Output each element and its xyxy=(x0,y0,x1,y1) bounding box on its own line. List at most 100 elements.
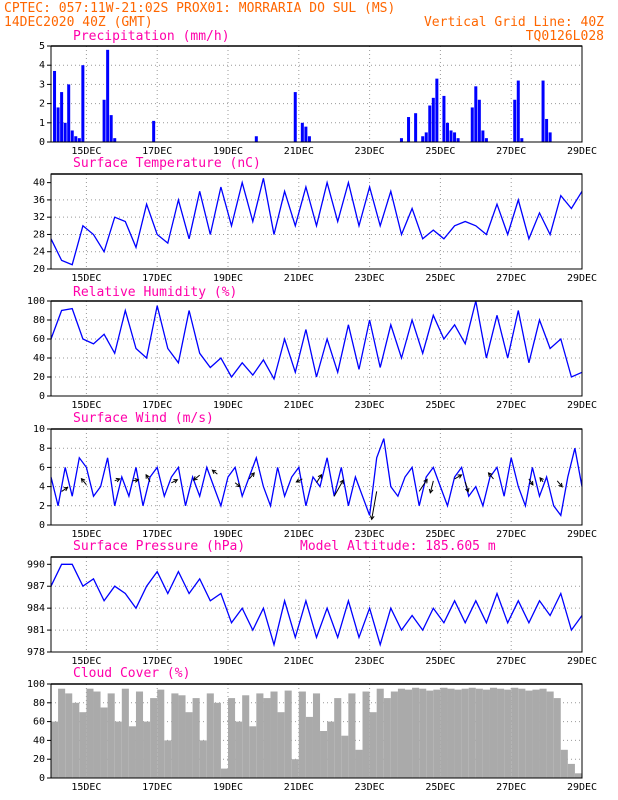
y-tick-label: 2 xyxy=(39,99,45,110)
precip-bar xyxy=(477,99,481,142)
cloud-bar xyxy=(121,688,129,778)
cloud-bar xyxy=(86,688,94,778)
cloud-bar xyxy=(440,687,448,778)
y-tick-label: 40 xyxy=(33,735,45,746)
x-tick-label: 15DEC xyxy=(71,656,101,667)
cloud-bar xyxy=(135,691,144,778)
precip-bar xyxy=(435,78,439,142)
panel-title: Precipitation (mm/h) xyxy=(73,29,230,44)
y-tick-label: 24 xyxy=(33,247,45,258)
cloud-bar xyxy=(376,688,384,778)
precip-bar xyxy=(456,138,460,142)
cloud-bar xyxy=(397,688,405,778)
cloud-bar xyxy=(298,691,306,778)
cloud-bar xyxy=(560,749,568,778)
x-tick-label: 19DEC xyxy=(213,656,243,667)
wind-arrowhead xyxy=(145,473,150,479)
y-tick-label: 20 xyxy=(33,754,45,765)
cloud-bar xyxy=(497,688,505,778)
wind-vector xyxy=(248,472,255,480)
wind-arrowhead xyxy=(487,472,493,477)
wind-vector xyxy=(234,482,241,488)
precip-bar xyxy=(520,138,524,142)
x-tick-label: 17DEC xyxy=(142,146,172,157)
y-tick-label: 60 xyxy=(33,334,45,345)
wind-vector xyxy=(145,474,151,483)
precip-bar xyxy=(293,92,297,142)
precip-bar xyxy=(516,80,520,142)
y-tick-label: 4 xyxy=(39,482,45,493)
cloud-bar xyxy=(327,721,335,778)
wind-vector xyxy=(454,474,462,480)
wind-vector xyxy=(193,474,201,481)
precip-bar xyxy=(548,132,552,142)
x-tick-label: 29DEC xyxy=(567,782,597,793)
x-tick-label: 23DEC xyxy=(355,400,385,411)
plot-frame xyxy=(50,428,583,526)
cloud-bar xyxy=(72,702,80,778)
cloud-bar xyxy=(100,707,108,778)
wind-arrowhead xyxy=(250,472,255,477)
x-tick-label: 25DEC xyxy=(425,273,455,284)
cloud-bar xyxy=(518,688,526,778)
header-model-code: TQ0126L028 xyxy=(526,29,604,44)
precip-bar xyxy=(399,138,403,142)
cloud-bar xyxy=(482,689,490,778)
wind-arrowhead xyxy=(423,478,428,484)
x-tick-label: 27DEC xyxy=(496,146,526,157)
cloud-bar xyxy=(291,759,299,778)
wind-arrowhead xyxy=(339,479,344,485)
y-tick-label: 80 xyxy=(33,315,45,326)
cloud-bar xyxy=(284,690,292,778)
x-tick-label: 15DEC xyxy=(71,146,101,157)
cloud-bar xyxy=(334,698,342,778)
cloud-bar xyxy=(164,740,172,778)
y-tick-label: 2 xyxy=(39,501,45,512)
precip-bar xyxy=(442,95,446,142)
y-tick-label: 36 xyxy=(33,195,45,206)
x-tick-label: 29DEC xyxy=(567,146,597,157)
x-tick-label: 29DEC xyxy=(567,529,597,540)
pressure-panel: Surface Pressure (hPa) Model Altitude: 1… xyxy=(27,539,597,667)
cloud-bar xyxy=(539,688,547,778)
x-tick-label: 27DEC xyxy=(496,529,526,540)
x-tick-label: 19DEC xyxy=(213,273,243,284)
cloud-bar xyxy=(426,690,434,778)
cloud-bar xyxy=(242,695,250,778)
wind-vector xyxy=(212,469,218,475)
precipitation-panel: Precipitation (mm/h) 0 1 2 3 4 5 15DEC 17DEC 19D… xyxy=(39,29,597,157)
x-tick-label: 23DEC xyxy=(355,146,385,157)
x-tick-label: 25DEC xyxy=(425,400,455,411)
cloud-bar xyxy=(369,712,377,778)
cloud-bar xyxy=(305,716,313,778)
wind-vector xyxy=(528,478,534,486)
x-tick-label: 25DEC xyxy=(425,656,455,667)
precip-bar xyxy=(470,107,474,142)
wind-vector xyxy=(418,479,428,492)
y-tick-label: 100 xyxy=(27,296,45,307)
wind-vector xyxy=(61,486,68,492)
panel-title: Surface Wind (m/s) xyxy=(73,411,214,426)
x-tick-label: 15DEC xyxy=(71,400,101,411)
cloud-bar xyxy=(220,768,228,778)
y-tick-label: 32 xyxy=(33,212,45,223)
y-tick-label: 0 xyxy=(39,520,45,531)
precip-bar xyxy=(300,122,304,142)
precip-bar xyxy=(113,138,117,142)
wind-vector xyxy=(296,478,303,483)
x-tick-label: 23DEC xyxy=(355,782,385,793)
y-tick-label: 0 xyxy=(39,137,45,148)
x-tick-label: 25DEC xyxy=(425,146,455,157)
cloud-bar xyxy=(213,702,221,778)
y-tick-label: 0 xyxy=(39,391,45,402)
wind-vector xyxy=(429,480,434,493)
y-tick-label: 981 xyxy=(27,625,45,636)
x-tick-label: 19DEC xyxy=(213,146,243,157)
precip-bar xyxy=(109,115,113,142)
precip-bar xyxy=(449,130,453,142)
precip-bar xyxy=(541,80,545,142)
series-line xyxy=(50,300,583,381)
wind-vector xyxy=(333,479,344,497)
precip-bar xyxy=(70,130,74,142)
